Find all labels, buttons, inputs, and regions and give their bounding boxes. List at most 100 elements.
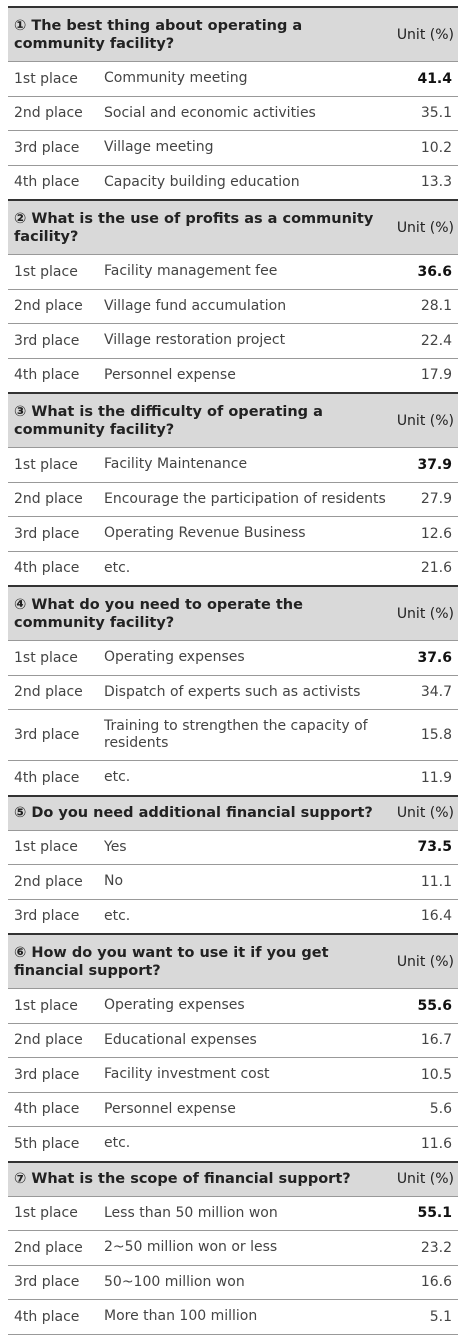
question: ④ What do you need to operate the commun… [14,596,303,631]
table-row: 4th place More than 100 million 5.1 [8,1299,458,1335]
item-cell: Facility management fee [104,263,278,280]
value-cell: 34.7 [420,684,452,701]
item-cell: Personnel expense [104,366,236,383]
value-cell: 16.6 [420,1274,452,1291]
table-row: 3rd place Training to strengthen the capa… [8,709,458,760]
value-cell: 73.5 [417,839,452,856]
table-row: 3rd place Village meeting 10.2 [8,130,458,165]
rank-cell: 2nd place [14,1032,83,1049]
table-row: 3rd place Operating Revenue Business 12.6 [8,516,458,551]
table-row: 3rd place Village restoration project 22.4 [8,323,458,358]
rank-cell: 5th place [14,1135,80,1152]
item-cell: Educational expenses [104,1031,257,1048]
table-row: 3rd place etc. 16.4 [8,898,458,934]
rank-cell: 3rd place [14,727,80,743]
value-cell: 36.6 [417,263,452,280]
section-header: ① The best thing about operating a commu… [8,6,458,61]
item-cell: Dispatch of experts such as activists [104,683,361,700]
table-row: 2nd place Social and economic activities 3… [8,95,458,131]
value-cell: 37.9 [417,456,452,473]
value-cell: 17.9 [420,367,452,384]
section: ⑥ How do you want to use it if you get f… [8,933,458,1161]
rank-cell: 4th place [14,560,80,577]
item-cell: Training to strengthen the capacity of r… [104,718,368,751]
value-cell: 23.2 [420,1239,452,1256]
section: ① The best thing about operating a commu… [8,6,458,199]
unit-label: Unit (%) [396,805,454,821]
rank-cell: 2nd place [14,105,83,122]
item-cell: Community meeting [104,70,248,87]
table-row: 5th place etc. 11.6 [8,1126,458,1161]
item-cell: Village meeting [104,139,214,156]
table-row: 1st place Yes 73.5 [8,829,458,865]
unit-label: Unit (%) [396,219,454,236]
value-cell: 13.3 [420,174,452,191]
item-cell: Personnel expense [104,1100,236,1117]
table-row: 1st place Facility Maintenance 37.9 [8,447,458,482]
rank-cell: 1st place [14,1205,78,1222]
table-row: 2nd place Dispatch of experts such as act… [8,674,458,710]
table-row: 4th place etc. 11.9 [8,760,458,795]
value-cell: 15.8 [420,727,452,743]
rank-cell: 1st place [14,649,78,666]
rank-cell: 2nd place [14,1239,83,1256]
rank-cell: 1st place [14,456,78,473]
rank-cell: 2nd place [14,298,83,315]
item-cell: Encourage the participation of residents [104,490,386,507]
unit-label: Unit (%) [396,412,454,429]
unit-label: Unit (%) [396,953,454,970]
table-row: 1st place Operating expenses 37.6 [8,640,458,675]
section-header: ③ What is the difficulty of operating a … [8,392,458,447]
item-cell: Operating expenses [104,649,245,666]
section: ⑦ What is the scope of financial support… [8,1160,458,1335]
item-cell: Social and economic activities [104,104,316,121]
table-row: 2nd place No 11.1 [8,864,458,899]
section-header: ② What is the use of profits as a commun… [8,199,458,254]
value-cell: 10.2 [420,139,452,156]
table-row: 4th place Personnel expense 5.6 [8,1091,458,1127]
unit-label: Unit (%) [396,26,454,43]
rank-cell: 4th place [14,1308,80,1325]
question: ① The best thing about operating a commu… [14,17,303,52]
rank-cell: 1st place [14,839,78,856]
item-cell: 50~100 million won [104,1273,245,1290]
table-row: 3rd place 50~100 million won 16.6 [8,1264,458,1300]
item-cell: Less than 50 million won [104,1204,278,1221]
item-cell: Operating Revenue Business [104,525,306,542]
value-cell: 16.4 [420,908,452,925]
question: ⑤ Do you need additional financial suppo… [14,805,373,821]
item-cell: Facility Maintenance [104,456,248,473]
value-cell: 35.1 [420,105,452,122]
rank-cell: 3rd place [14,139,80,156]
section: ⑤ Do you need additional financial suppo… [8,794,458,934]
value-cell: 11.1 [420,873,452,890]
rank-cell: 3rd place [14,332,80,349]
unit-label: Unit (%) [396,1171,454,1187]
question: ⑥ How do you want to use it if you get f… [14,944,329,979]
table-row: 1st place Facility management fee 36.6 [8,254,458,289]
value-cell: 27.9 [420,491,452,508]
section-header: ⑤ Do you need additional financial suppo… [8,794,458,830]
value-cell: 21.6 [420,560,452,577]
rank-cell: 3rd place [14,1066,80,1083]
item-cell: etc. [104,907,131,924]
section: ② What is the use of profits as a commun… [8,199,458,392]
value-cell: 28.1 [420,298,452,315]
table-row: 4th place etc. 21.6 [8,550,458,586]
value-cell: 10.5 [420,1066,452,1083]
value-cell: 11.9 [420,769,452,786]
value-cell: 55.1 [417,1205,452,1222]
value-cell: 41.4 [417,70,452,87]
rank-cell: 3rd place [14,525,80,542]
item-cell: etc. [104,769,131,786]
rank-cell: 4th place [14,174,80,191]
value-cell: 16.7 [420,1032,452,1049]
table-row: 2nd place Village fund accumulation 28.1 [8,288,458,324]
value-cell: 22.4 [420,332,452,349]
value-cell: 11.6 [420,1135,452,1152]
item-cell: Capacity building education [104,173,300,190]
item-cell: 2~50 million won or less [104,1239,278,1256]
item-cell: Village fund accumulation [104,297,287,314]
item-cell: etc. [104,559,131,576]
item-cell: More than 100 million [104,1308,258,1325]
